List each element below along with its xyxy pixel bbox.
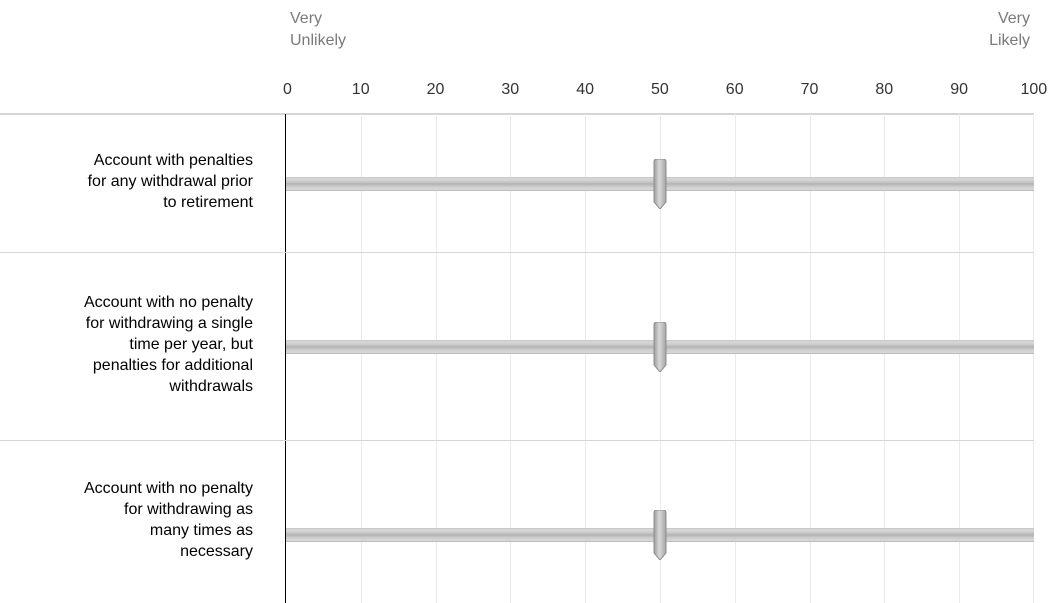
scale-gridline bbox=[884, 114, 885, 603]
statement-label-line: Account with penalties bbox=[93, 152, 253, 169]
scale-tick-label: 50 bbox=[651, 81, 669, 98]
statement-label-line: many times as bbox=[149, 522, 253, 539]
scale-gridline bbox=[510, 114, 511, 603]
scale-anchor-left-line: Very bbox=[290, 10, 323, 27]
scale-tick-label: 20 bbox=[426, 81, 445, 98]
scale-tick-label: 30 bbox=[501, 81, 520, 98]
scale-gridline bbox=[585, 114, 586, 603]
scale-tick-label: 90 bbox=[950, 81, 968, 98]
scale-tick-label: 60 bbox=[725, 81, 744, 98]
statement-label-line: to retirement bbox=[163, 194, 253, 211]
statement-label-line: time per year, but bbox=[129, 336, 253, 353]
scale-gridline bbox=[735, 114, 736, 603]
scale-anchor-left-line: Unlikely bbox=[290, 32, 347, 49]
slider-handle-icon bbox=[653, 322, 667, 372]
scale-gridline bbox=[361, 114, 362, 603]
scale-gridline bbox=[810, 114, 811, 603]
scale-zero-axis bbox=[285, 114, 286, 603]
header-divider bbox=[0, 113, 1034, 115]
row-divider bbox=[0, 252, 1034, 253]
statement-label-line: for withdrawing a single bbox=[85, 315, 253, 332]
statement-label-line: Account with no penalty bbox=[84, 480, 253, 497]
statement-label-line: for withdrawing as bbox=[124, 501, 253, 518]
scale-gridline bbox=[959, 114, 960, 603]
statement-label-line: for any withdrawal prior bbox=[87, 173, 253, 190]
statement-label: Account with no penalty for withdrawing a… bbox=[20, 292, 253, 397]
scale-tick-labels: 0 10 20 30 40 50 60 70 80 90 100 bbox=[0, 78, 1052, 102]
scale-tick-label: 100 bbox=[1020, 81, 1048, 98]
slider-handle[interactable] bbox=[652, 510, 668, 560]
slider-handle[interactable] bbox=[652, 159, 668, 209]
scale-gridline bbox=[1033, 114, 1034, 603]
statement-label-line: necessary bbox=[180, 543, 253, 560]
statement-label-line: withdrawals bbox=[169, 378, 253, 395]
scale-anchor-left: Very Unlikely bbox=[290, 8, 346, 52]
scale-anchor-right-line: Very bbox=[997, 10, 1030, 27]
statement-label: Account with no penalty for withdrawing a… bbox=[20, 478, 253, 562]
scale-tick-label: 10 bbox=[351, 81, 370, 98]
slider-handle-icon bbox=[653, 510, 667, 560]
scale-tick-label: 0 bbox=[283, 81, 292, 98]
statement-label-line: penalties for additional bbox=[92, 357, 253, 374]
scale-tick-label: 40 bbox=[576, 81, 594, 98]
scale-anchor-right: Very Likely bbox=[989, 8, 1030, 52]
scale-gridline bbox=[436, 114, 437, 603]
slider-handle[interactable] bbox=[652, 322, 668, 372]
statement-label: Account with penalties for any withdrawal… bbox=[20, 150, 253, 213]
scale-tick-label: 70 bbox=[800, 81, 819, 98]
scale-anchor-right-line: Likely bbox=[989, 32, 1030, 49]
slider-handle-icon bbox=[653, 159, 667, 209]
statement-label-line: Account with no penalty bbox=[84, 294, 253, 311]
row-divider bbox=[0, 440, 1034, 441]
scale-tick-label: 80 bbox=[875, 81, 894, 98]
